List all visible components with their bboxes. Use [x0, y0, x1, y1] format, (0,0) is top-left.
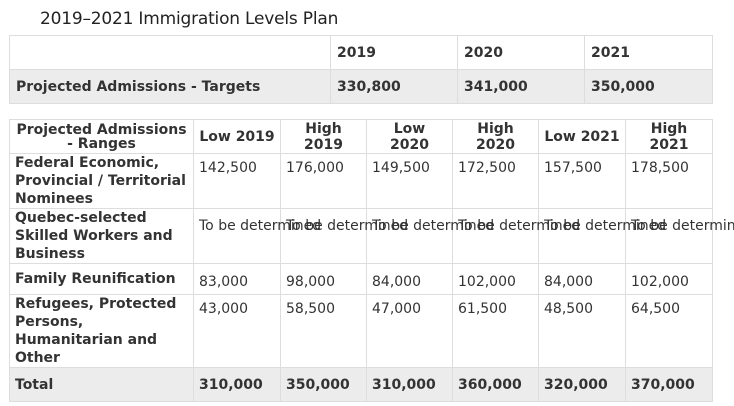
table-cell: 64,500 — [625, 294, 713, 368]
table-cell: To be determined — [366, 208, 494, 264]
ranges-header-label: Projected Admissions - Ranges — [9, 119, 194, 154]
table-cell: 58,500 — [280, 294, 367, 368]
table-cell: 176,000 — [280, 153, 367, 209]
column-header: High 2021 — [625, 119, 713, 154]
table-cell: To be determined — [625, 208, 734, 264]
ranges-header-label-line1: Projected Admissions — [16, 121, 187, 138]
table-cell: 178,500 — [625, 153, 713, 209]
table-cell: 370,000 — [625, 367, 713, 402]
targets-header-row: 2019 2020 2021 — [9, 35, 713, 70]
table-cell: 310,000 — [193, 367, 281, 402]
table-cell: 47,000 — [366, 294, 453, 368]
ranges-table: Projected Admissions - Ranges Low 2019 H… — [9, 119, 734, 402]
table-row: Quebec-selected Skilled Workers and Busi… — [9, 208, 734, 264]
table-cell: To be determined — [193, 208, 321, 264]
targets-header-blank — [9, 35, 331, 70]
row-label: Total — [9, 367, 194, 402]
targets-header-2020: 2020 — [457, 35, 585, 70]
row-label: Family Reunification — [9, 263, 194, 295]
table-row: Federal Economic, Provincial / Territori… — [9, 153, 713, 209]
table-cell: 350,000 — [280, 367, 367, 402]
total-row: Total 310,000 350,000 310,000 360,000 32… — [9, 367, 713, 402]
table-cell: 310,000 — [366, 367, 453, 402]
targets-header-2019: 2019 — [330, 35, 458, 70]
table-cell: 157,500 — [538, 153, 626, 209]
table-cell: To be determined — [452, 208, 580, 264]
table-cell: 149,500 — [366, 153, 453, 209]
table-cell: To be determined — [538, 208, 666, 264]
column-header: Low 2021 — [538, 119, 626, 154]
ranges-header-row: Projected Admissions - Ranges Low 2019 H… — [9, 119, 713, 154]
table-cell: 360,000 — [452, 367, 539, 402]
ranges-header-label-line2: - Ranges — [67, 135, 136, 152]
row-label: Federal Economic, Provincial / Territori… — [9, 153, 194, 209]
column-header: Low 2020 — [366, 119, 453, 154]
table-cell: 83,000 — [193, 263, 281, 295]
column-header: High 2020 — [452, 119, 539, 154]
targets-header-2021: 2021 — [584, 35, 713, 70]
table-cell: 102,000 — [625, 263, 713, 295]
row-label: Quebec-selected Skilled Workers and Busi… — [9, 208, 194, 264]
table-cell: 43,000 — [193, 294, 281, 368]
targets-table: 2019 2020 2021 Projected Admissions - Ta… — [9, 35, 713, 104]
page-title: 2019–2021 Immigration Levels Plan — [40, 9, 339, 29]
table-cell: To be determined — [280, 208, 408, 264]
targets-row-label: Projected Admissions - Targets — [9, 69, 331, 104]
table-cell: 61,500 — [452, 294, 539, 368]
table-cell: 98,000 — [280, 263, 367, 295]
table-cell: 84,000 — [538, 263, 626, 295]
table-cell: 102,000 — [452, 263, 539, 295]
table-row: Refugees, Protected Persons, Humanitaria… — [9, 294, 713, 368]
targets-row: Projected Admissions - Targets 330,800 3… — [9, 69, 713, 104]
targets-value-2021: 350,000 — [584, 69, 713, 104]
column-header: High 2019 — [280, 119, 367, 154]
row-label: Refugees, Protected Persons, Humanitaria… — [9, 294, 194, 368]
targets-value-2019: 330,800 — [330, 69, 458, 104]
table-cell: 142,500 — [193, 153, 281, 209]
table-cell: 48,500 — [538, 294, 626, 368]
table-cell: 320,000 — [538, 367, 626, 402]
column-header: Low 2019 — [193, 119, 281, 154]
table-cell: 84,000 — [366, 263, 453, 295]
table-row: Family Reunification 83,000 98,000 84,00… — [9, 263, 713, 295]
table-cell: 172,500 — [452, 153, 539, 209]
targets-value-2020: 341,000 — [457, 69, 585, 104]
